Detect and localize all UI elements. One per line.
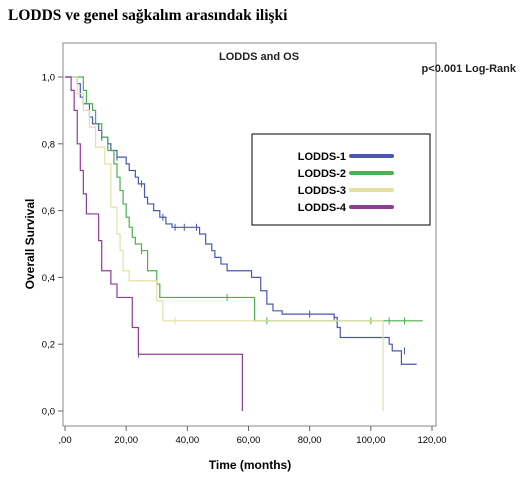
chart-title: LODDS and OS [219,51,299,63]
legend-label: LODDS-2 [298,168,346,180]
x-tick-label: 20,00 [114,435,138,446]
x-tick-label: 120,00 [417,435,446,446]
x-tick-label: 60,00 [237,435,261,446]
survival-curve-lodds-2 [65,76,423,322]
survival-curve-lodds-4 [65,76,243,411]
y-tick-label: 0,8 [42,139,55,150]
legend: LODDS-1 LODDS-2 LODDS-3 LODDS-4 [298,151,394,214]
ticks-layer: ,00 20,00 40,00 60,00 80,00 100,00 120,00 0,0 0,… [42,73,447,447]
legend-label: LODDS-1 [298,151,346,163]
legend-box [251,133,431,226]
legend-label: LODDS-4 [298,202,347,214]
y-tick-label: 1,0 [42,73,55,84]
page-title: LODDS ve genel sağkalım arasındak ilişki [8,7,288,24]
plot-area [62,42,437,427]
series-layer [65,76,423,411]
y-tick-label: 0,2 [42,340,55,351]
y-tick-label: 0,4 [42,273,55,284]
survival-curve-lodds-3 [65,76,384,411]
x-tick-label: 100,00 [356,435,385,446]
y-tick-label: 0,0 [42,407,55,418]
x-tick-label: 40,00 [175,435,199,446]
x-axis-label: Time (months) [209,458,291,472]
x-tick-label: ,00 [58,435,71,446]
log-rank-annotation: p<0.001 Log-Rank [422,63,517,75]
y-tick-label: 0,6 [42,206,55,217]
x-tick-label: 80,00 [298,435,322,446]
legend-label: LODDS-3 [298,185,346,197]
survival-curve-lodds-1 [65,76,417,365]
y-axis-label: Overall Survival [23,199,37,290]
